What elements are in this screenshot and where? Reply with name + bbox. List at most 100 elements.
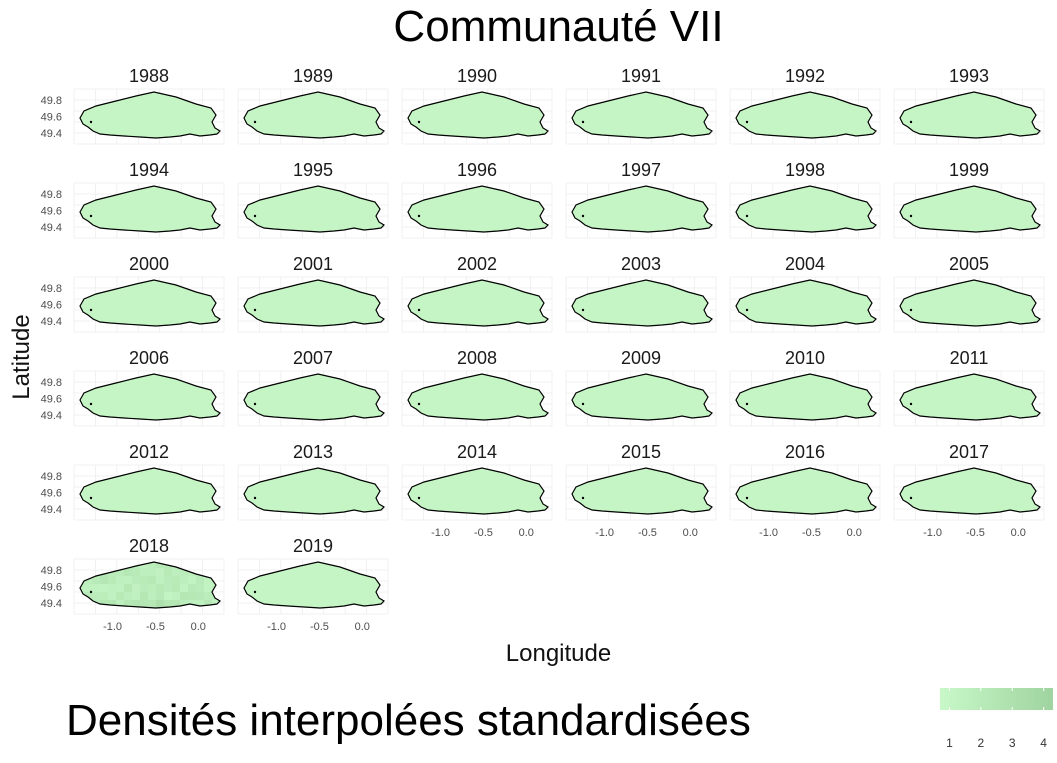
region-outline: [79, 91, 221, 139]
density-cell: [180, 584, 188, 592]
density-cell: [132, 600, 140, 608]
island-dot: [89, 308, 93, 312]
density-cell: [140, 568, 148, 576]
island-dot: [581, 496, 585, 500]
facet-panel: 1995: [237, 160, 389, 239]
density-cell: [124, 584, 132, 592]
facet-panel: 2019 -1.0 -0.5 0.0: [237, 536, 389, 633]
density-cell: [140, 608, 148, 616]
density-cell: [196, 584, 204, 592]
facet-label: 2005: [949, 254, 989, 274]
y-tick-label: 49.8: [41, 377, 62, 389]
x-tick-label: -0.5: [966, 527, 985, 539]
facet-label: 2001: [293, 254, 333, 274]
density-cell: [156, 568, 164, 576]
density-cell: [204, 608, 212, 616]
y-tick-label: 49.8: [41, 189, 62, 201]
y-tick-label: 49.4: [41, 504, 62, 516]
region-outline: [79, 467, 221, 515]
region-outline: [571, 373, 713, 421]
facet-panel: 2015 -1.0 -0.5 0.0: [565, 442, 717, 539]
density-cell: [108, 562, 116, 568]
facet-label: 2015: [621, 442, 661, 462]
facet-panel: 2018 49.8 49.6 49.4 -1.0 -0.5 0.0: [41, 536, 225, 633]
region-outline: [571, 91, 713, 139]
density-cell: [132, 584, 140, 592]
island-dot: [745, 120, 749, 124]
facet-label: 2012: [129, 442, 169, 462]
facet-label: 1990: [457, 66, 497, 86]
facet-label: 2008: [457, 348, 497, 368]
density-cell: [116, 592, 124, 600]
facet-label: 2011: [950, 348, 989, 368]
density-cell: [156, 562, 164, 568]
density-cell: [212, 608, 220, 616]
facet-label: 1993: [949, 66, 989, 86]
y-tick-label: 49.8: [41, 565, 62, 577]
facet-panel: 2008: [401, 348, 553, 427]
density-cell: [148, 584, 156, 592]
y-axis-label: Latitude: [8, 314, 35, 400]
y-tick-label: 49.6: [41, 394, 62, 406]
density-cell: [148, 608, 156, 616]
density-cell: [172, 608, 180, 616]
facet-panel: 2002: [401, 254, 553, 333]
island-dot: [581, 120, 585, 124]
density-cell: [188, 592, 196, 600]
region-outline: [407, 185, 549, 233]
facet-label: 2004: [785, 254, 825, 274]
region-outline: [735, 467, 877, 515]
facet-panel: 2001: [237, 254, 389, 333]
density-cell: [108, 608, 116, 616]
density-cell: [132, 576, 140, 584]
facet-label: 2018: [129, 536, 169, 556]
island-dot: [89, 214, 93, 218]
y-tick-label: 49.6: [41, 300, 62, 312]
x-tick-label: -1.0: [431, 527, 450, 539]
density-cell: [124, 568, 132, 576]
density-cell: [180, 592, 188, 600]
island-dot: [909, 308, 913, 312]
island-dot: [745, 308, 749, 312]
x-tick-label: 0.0: [519, 527, 534, 539]
density-cell: [196, 600, 204, 608]
facet-panel: 1992: [729, 66, 881, 145]
region-outline: [407, 279, 549, 327]
facet-panel: 2007: [237, 348, 389, 427]
facet-panel: 1989: [237, 66, 389, 145]
density-cell: [180, 568, 188, 576]
density-cell: [80, 562, 84, 568]
facet-panel: 2000 49.8 49.6 49.4: [41, 254, 225, 333]
density-cell: [172, 568, 180, 576]
facet-panel: 2017 -1.0 -0.5 0.0: [893, 442, 1045, 539]
region-outline: [243, 185, 385, 233]
region-outline: [899, 467, 1041, 515]
region-outline: [79, 185, 221, 233]
facet-panel: 1988 49.8 49.6 49.4: [41, 66, 225, 145]
facet-label: 2007: [293, 348, 333, 368]
y-tick-label: 49.4: [41, 128, 62, 140]
y-tick-label: 49.6: [41, 206, 62, 218]
island-dot: [745, 402, 749, 406]
region-outline: [899, 279, 1041, 327]
island-dot: [417, 308, 421, 312]
island-dot: [417, 402, 421, 406]
region-outline: [735, 91, 877, 139]
facet-panel: 1997: [565, 160, 717, 239]
region-outline: [407, 373, 549, 421]
facet-label: 2006: [129, 348, 169, 368]
region-outline: [899, 373, 1041, 421]
facet-label: 1989: [293, 66, 333, 86]
region-outline: [79, 279, 221, 327]
facet-label: 2003: [621, 254, 661, 274]
density-cell: [164, 600, 172, 608]
density-cell: [140, 600, 148, 608]
island-dot: [909, 402, 913, 406]
island-dot: [417, 214, 421, 218]
y-tick-label: 49.4: [41, 410, 62, 422]
facet-label: 2013: [293, 442, 333, 462]
density-cell: [148, 562, 156, 568]
facet-label: 1988: [129, 66, 169, 86]
x-tick-label: -0.5: [474, 527, 493, 539]
density-cell: [156, 592, 164, 600]
